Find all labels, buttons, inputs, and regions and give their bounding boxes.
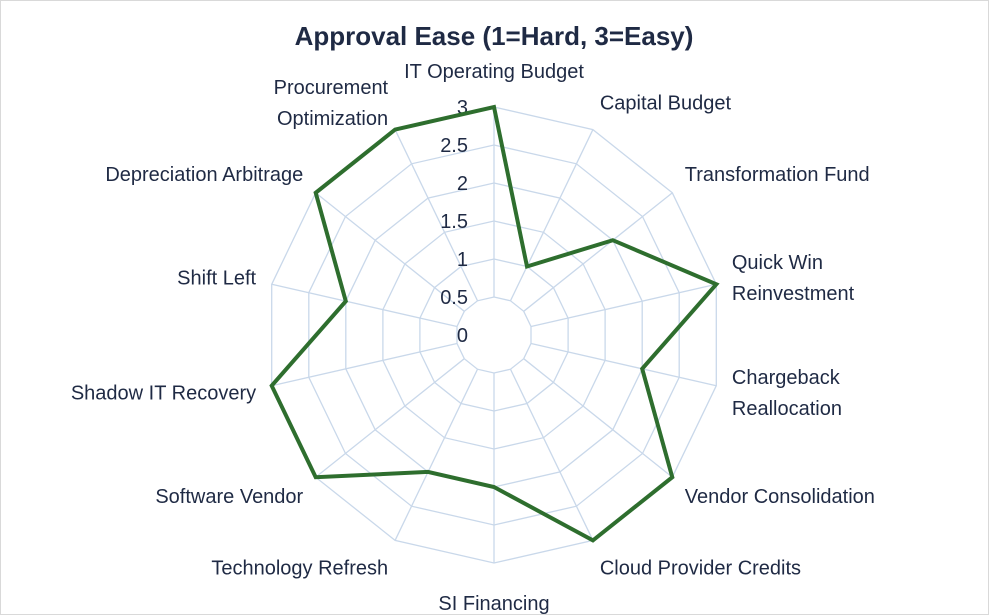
tick-label-4: 2 xyxy=(457,173,468,195)
tick-label-1: 0.5 xyxy=(440,287,468,309)
tick-label-6: 3 xyxy=(457,97,468,119)
category-label-4: Chargeback Reallocation xyxy=(732,367,842,420)
spoke-8 xyxy=(394,368,479,541)
category-label-3: Quick Win Reinvestment xyxy=(732,252,855,305)
grid-layer xyxy=(271,106,717,564)
series-layer xyxy=(269,104,720,543)
spoke-9 xyxy=(315,358,465,478)
spoke-3 xyxy=(530,283,717,328)
grid-ring-1 xyxy=(456,296,532,374)
tick-label-3: 1.5 xyxy=(440,211,468,233)
category-label-1: Capital Budget xyxy=(600,93,732,115)
spoke-6 xyxy=(509,368,594,541)
category-label-8: Technology Refresh xyxy=(211,557,388,579)
spoke-4 xyxy=(530,342,717,387)
spoke-5 xyxy=(523,358,673,478)
category-label-0: IT Operating Budget xyxy=(404,61,584,83)
spoke-10 xyxy=(271,342,458,387)
tick-label-5: 2.5 xyxy=(440,135,468,157)
category-label-10: Shadow IT Recovery xyxy=(71,382,256,404)
category-label-11: Shift Left xyxy=(177,268,256,290)
category-label-9: Software Vendor xyxy=(155,486,303,508)
category-label-12: Depreciation Arbitrage xyxy=(105,164,303,186)
category-label-6: Cloud Provider Credits xyxy=(600,557,801,579)
spoke-12 xyxy=(315,192,465,312)
chart-title: Approval Ease (1=Hard, 3=Easy) xyxy=(295,21,694,51)
category-label-2: Transformation Fund xyxy=(685,164,870,186)
spoke-11 xyxy=(271,283,458,328)
category-label-13: Procurement Optimization xyxy=(274,77,389,130)
spoke-2 xyxy=(523,192,673,312)
spoke-1 xyxy=(509,129,594,302)
tick-label-0: 0 xyxy=(457,325,468,347)
tick-label-2: 1 xyxy=(457,249,468,271)
category-label-7: SI Financing xyxy=(438,593,549,615)
category-label-layer: IT Operating Budget Capital Budget Transfo… xyxy=(71,61,875,615)
tick-layer: 0 0.5 1 1.5 2 2.5 3 xyxy=(440,97,468,347)
category-label-5: Vendor Consolidation xyxy=(685,486,875,508)
spoke-13 xyxy=(394,129,479,302)
